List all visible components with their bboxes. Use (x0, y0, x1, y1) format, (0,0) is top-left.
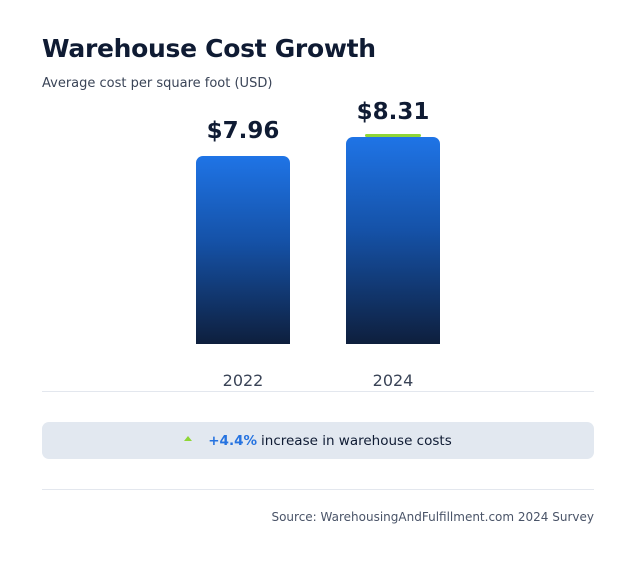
chart-title: Warehouse Cost Growth (42, 34, 376, 63)
category-label: 2024 (372, 371, 414, 390)
highlight-accent (365, 134, 421, 137)
value-label: $8.31 (356, 99, 430, 125)
growth-percent: +4.4% (208, 432, 258, 449)
value-label: $7.96 (206, 118, 280, 145)
bar-2022 (196, 156, 290, 344)
growth-text: increase in warehouse costs (261, 432, 452, 449)
triangle-up-icon (184, 436, 193, 441)
axis-divider (42, 391, 594, 392)
bar-2024 (346, 137, 440, 344)
growth-callout: +4.4% increase in warehouse costs (42, 422, 594, 459)
category-label: 2022 (222, 371, 264, 390)
chart-subtitle: Average cost per square foot (USD) (42, 76, 273, 91)
source-note: Source: WarehousingAndFulfillment.com 20… (271, 510, 594, 524)
footer-divider (42, 489, 594, 490)
